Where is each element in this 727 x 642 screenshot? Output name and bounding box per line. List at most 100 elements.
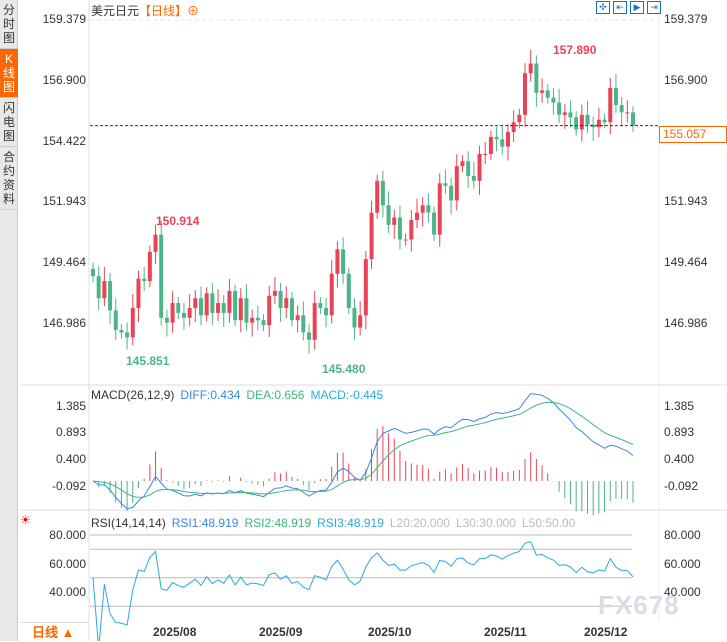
- candle-body: [181, 312, 186, 318]
- candle-body: [204, 293, 209, 316]
- candle-body: [568, 112, 573, 118]
- rsi1: RSI1:48.919: [171, 516, 239, 530]
- candle-body: [432, 212, 437, 235]
- tab-contract-info[interactable]: 合约资料: [0, 147, 18, 210]
- zoom-range-icon[interactable]: ⇤: [613, 1, 627, 14]
- candle-body: [551, 97, 556, 103]
- macd-tick-right: -0.092: [664, 479, 699, 493]
- high-annotation: 150.914: [156, 214, 200, 228]
- candle-body: [295, 315, 300, 321]
- candle-body: [409, 219, 414, 240]
- candle-body: [324, 307, 329, 316]
- price-tick: 154.422: [42, 134, 86, 148]
- candle-body: [471, 175, 476, 181]
- price-tick-right: 151.943: [664, 194, 708, 208]
- candle-body: [517, 114, 522, 123]
- price-tick: 146.986: [42, 316, 86, 330]
- candle-body: [528, 63, 533, 74]
- price-tick: 149.464: [42, 255, 86, 269]
- rsi-tick: 40.000: [49, 585, 86, 599]
- candle-body: [261, 320, 266, 326]
- candle-body: [426, 205, 431, 213]
- candle-body: [227, 290, 232, 313]
- candle-body: [534, 63, 539, 93]
- scroll-end-icon[interactable]: ⇥: [647, 1, 661, 14]
- candle-body: [596, 119, 601, 128]
- candle-body: [199, 298, 203, 316]
- candle-body: [125, 332, 130, 338]
- low-annotation: 145.851: [126, 354, 170, 368]
- l30: L30:30.000: [455, 516, 516, 530]
- price-tick: 156.900: [42, 73, 86, 87]
- macd-tick: 1.385: [55, 399, 86, 413]
- macd-diff: DIFF:0.434: [180, 388, 241, 402]
- tab-kline[interactable]: K线图: [0, 49, 18, 98]
- candle-body: [579, 114, 584, 130]
- x-tick: 2025/09: [259, 625, 303, 639]
- candle-body: [113, 310, 118, 330]
- price-tick-right: 149.464: [664, 255, 708, 269]
- x-tick: 2025/12: [584, 625, 628, 639]
- candle-body: [193, 298, 198, 308]
- candle-body: [147, 251, 152, 282]
- low-annotation: 145.480: [322, 362, 366, 376]
- candle-body: [272, 290, 277, 296]
- rsi2: RSI2:48.919: [244, 516, 312, 530]
- x-tick: 2025/08: [153, 625, 197, 639]
- macd-value: MACD:-0.445: [310, 388, 384, 402]
- candle-body: [102, 281, 107, 299]
- macd-tick: 0.893: [55, 425, 86, 439]
- candle-body: [153, 234, 158, 252]
- macd-tick-right: 0.400: [664, 452, 695, 466]
- macd-dea-line: [92, 401, 634, 498]
- candle-body: [613, 87, 618, 106]
- candle-body: [335, 249, 340, 274]
- settings-sun-icon[interactable]: ☀: [20, 513, 31, 527]
- candle-body: [170, 303, 175, 323]
- candle-body: [238, 298, 243, 321]
- rsi-tick-right: 60.000: [664, 557, 701, 571]
- candle-body: [176, 303, 181, 313]
- candle-body: [278, 290, 283, 308]
- crosshair-icon[interactable]: ✣: [596, 1, 610, 14]
- candle-body: [352, 307, 357, 328]
- play-icon[interactable]: ▶: [630, 1, 644, 14]
- candle-body: [301, 315, 306, 333]
- candle-body: [483, 153, 488, 155]
- rsi3: RSI3:48.919: [317, 516, 384, 530]
- macd-dea: DEA:0.656: [246, 388, 305, 402]
- candle-body: [511, 122, 516, 132]
- candle-body: [233, 290, 238, 321]
- circle-plus-icon[interactable]: ⊕: [187, 4, 200, 18]
- candle-body: [545, 90, 550, 98]
- candle-body: [437, 183, 442, 235]
- price-tick-right: 156.900: [664, 73, 708, 87]
- candle-body: [500, 139, 505, 147]
- candle-body: [159, 234, 164, 318]
- rsi-line: [92, 541, 634, 641]
- candle-body: [375, 180, 380, 213]
- period-selector[interactable]: 日线 ▲: [20, 622, 88, 641]
- macd-name: MACD(26,12,9): [91, 388, 175, 402]
- candle-body: [363, 259, 368, 316]
- l20: L20:20.000: [389, 516, 450, 530]
- candle-body: [369, 212, 374, 260]
- macd-tick: 0.400: [55, 452, 86, 466]
- macd-tick: -0.092: [51, 479, 86, 493]
- rsi-tick-right: 40.000: [664, 585, 701, 599]
- macd-diff-line: [92, 393, 634, 510]
- candle-body: [221, 303, 226, 313]
- candle-body: [346, 273, 351, 308]
- price-tick-right: 159.379: [664, 12, 708, 26]
- candle-body: [420, 205, 425, 213]
- tab-timeshare[interactable]: 分时图: [0, 0, 18, 49]
- candle-body: [443, 183, 448, 186]
- price-tick: 159.379: [42, 12, 86, 26]
- rsi-tick: 80.000: [49, 528, 86, 542]
- price-tick: 151.943: [42, 194, 86, 208]
- tab-flash[interactable]: 闪电图: [0, 98, 18, 147]
- candle-body: [608, 87, 613, 123]
- candle-body: [96, 276, 101, 299]
- candle-body: [267, 295, 272, 326]
